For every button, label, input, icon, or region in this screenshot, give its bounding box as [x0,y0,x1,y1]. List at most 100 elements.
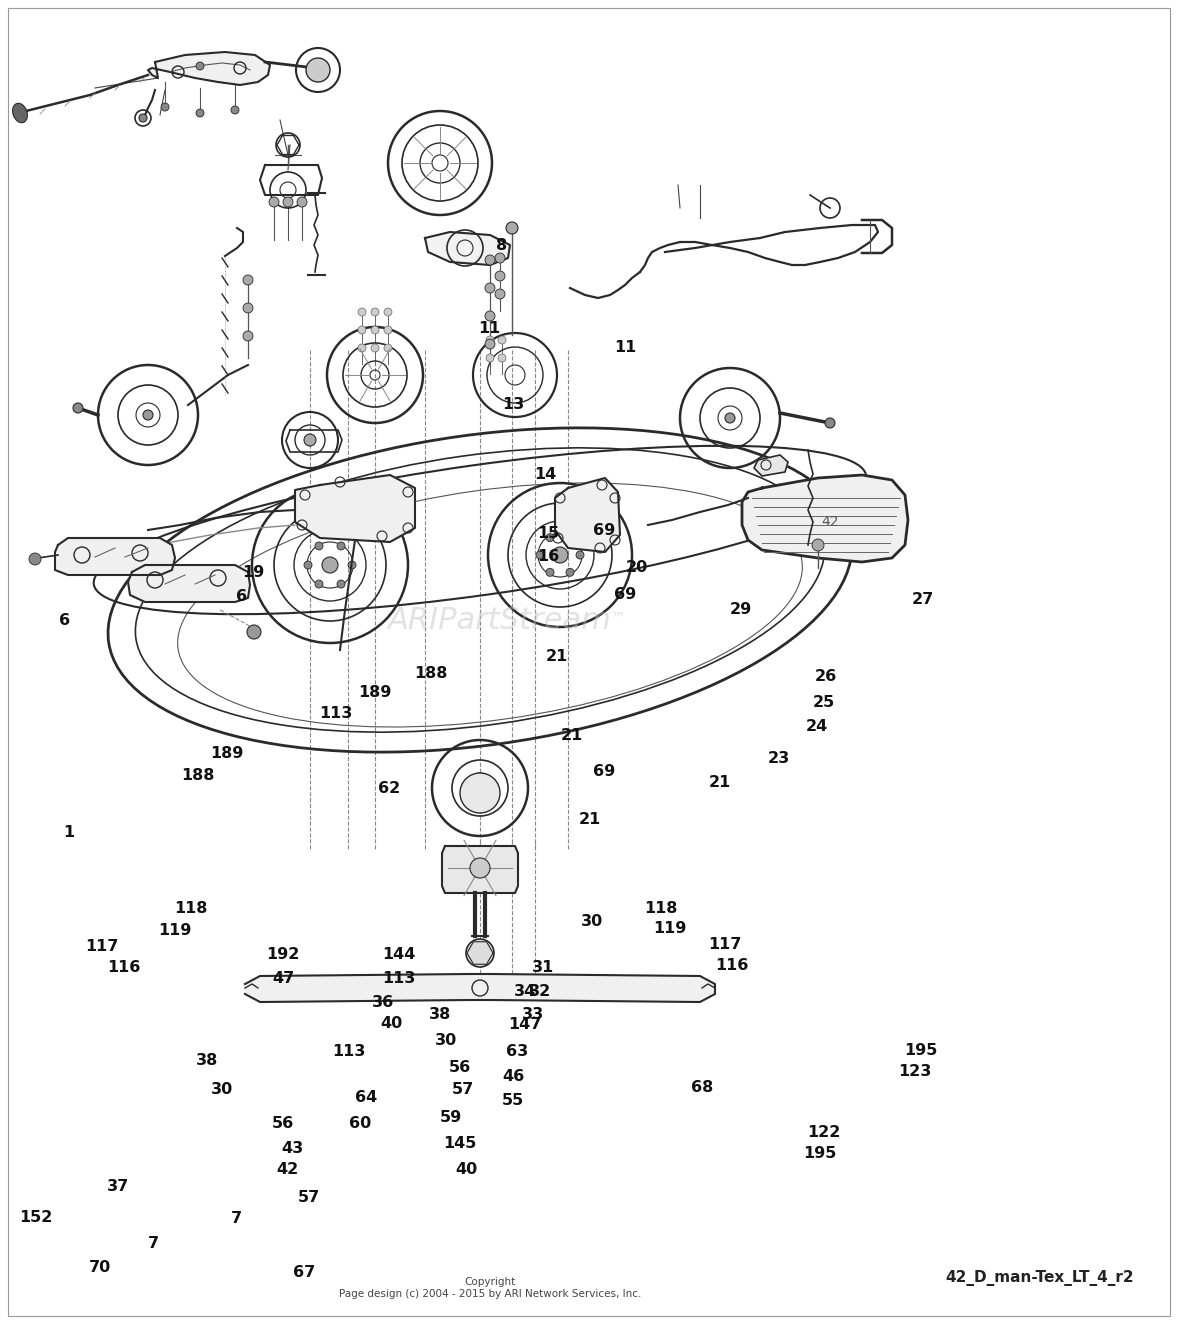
Circle shape [460,773,500,813]
Text: 119: 119 [158,923,191,939]
Polygon shape [754,455,788,476]
Circle shape [552,548,568,564]
Circle shape [494,289,505,298]
Text: 117: 117 [85,939,118,955]
Text: 16: 16 [538,549,559,565]
Text: 20: 20 [627,560,648,575]
Text: 21: 21 [709,774,730,790]
Circle shape [498,335,506,343]
Text: ™: ™ [610,610,625,626]
Polygon shape [295,475,415,542]
Circle shape [384,326,392,334]
Circle shape [566,533,573,542]
Circle shape [371,343,379,351]
Text: 30: 30 [211,1082,232,1098]
Text: 1: 1 [63,825,74,841]
Text: 69: 69 [594,764,615,780]
Text: 19: 19 [243,565,264,581]
Text: 14: 14 [535,467,556,483]
Circle shape [304,434,316,446]
Text: 32: 32 [530,984,551,1000]
Polygon shape [742,475,907,562]
Circle shape [725,412,735,423]
Text: 116: 116 [107,960,140,976]
Circle shape [371,326,379,334]
Polygon shape [127,565,250,602]
Text: 113: 113 [382,971,415,987]
Text: 116: 116 [715,957,748,973]
Circle shape [506,221,518,233]
Text: 147: 147 [509,1017,542,1033]
Circle shape [315,542,323,550]
Text: 29: 29 [730,602,752,618]
Text: 30: 30 [435,1033,457,1049]
Polygon shape [425,232,510,265]
Text: 37: 37 [107,1179,129,1195]
Circle shape [337,542,345,550]
Text: 21: 21 [562,728,583,744]
Circle shape [269,198,278,207]
Circle shape [247,625,261,639]
Text: 188: 188 [414,666,447,682]
Text: 6: 6 [236,589,248,605]
Text: 25: 25 [813,695,834,711]
Circle shape [486,335,494,343]
Circle shape [466,939,494,967]
Text: 31: 31 [532,960,553,976]
Text: 192: 192 [267,947,300,963]
Polygon shape [148,52,270,85]
Text: 42: 42 [821,514,839,529]
Text: 6: 6 [59,613,71,629]
Text: 123: 123 [898,1063,931,1079]
Text: 13: 13 [503,396,524,412]
Text: 24: 24 [806,719,827,735]
Circle shape [566,569,573,577]
Text: 15: 15 [538,525,559,541]
Text: 26: 26 [815,668,837,684]
Text: 7: 7 [230,1211,242,1227]
Circle shape [143,410,153,420]
Text: 11: 11 [615,339,636,355]
Circle shape [825,418,835,428]
Circle shape [485,312,494,321]
Circle shape [546,569,553,577]
Circle shape [306,58,330,82]
Text: 118: 118 [175,900,208,916]
Text: 38: 38 [196,1053,217,1069]
Text: 69: 69 [594,522,615,538]
Text: 47: 47 [273,971,294,987]
Text: 42_D_man-Tex_LT_4_r2: 42_D_man-Tex_LT_4_r2 [945,1270,1134,1286]
Text: 113: 113 [320,705,353,721]
Text: 189: 189 [359,684,392,700]
Circle shape [322,557,337,573]
Circle shape [546,533,553,542]
Text: 68: 68 [691,1079,713,1095]
Text: 56: 56 [273,1115,294,1131]
Polygon shape [442,846,518,892]
Circle shape [358,326,366,334]
Text: 34: 34 [514,984,536,1000]
Text: 64: 64 [355,1090,376,1106]
Circle shape [196,109,204,117]
Text: 195: 195 [904,1042,937,1058]
Text: 55: 55 [503,1093,524,1109]
Text: 188: 188 [182,768,215,784]
Circle shape [348,561,356,569]
Circle shape [470,858,490,878]
Polygon shape [55,538,175,575]
Circle shape [358,308,366,316]
Circle shape [304,561,312,569]
Circle shape [485,255,494,265]
Text: 67: 67 [294,1265,315,1281]
Ellipse shape [13,103,27,123]
Polygon shape [555,477,620,552]
Text: 7: 7 [148,1236,159,1252]
Circle shape [576,552,584,560]
Circle shape [243,274,253,285]
Circle shape [812,538,824,552]
Text: 42: 42 [277,1162,299,1177]
Text: 152: 152 [19,1209,52,1225]
Text: 11: 11 [479,321,500,337]
Circle shape [297,198,307,207]
Text: 145: 145 [444,1135,477,1151]
